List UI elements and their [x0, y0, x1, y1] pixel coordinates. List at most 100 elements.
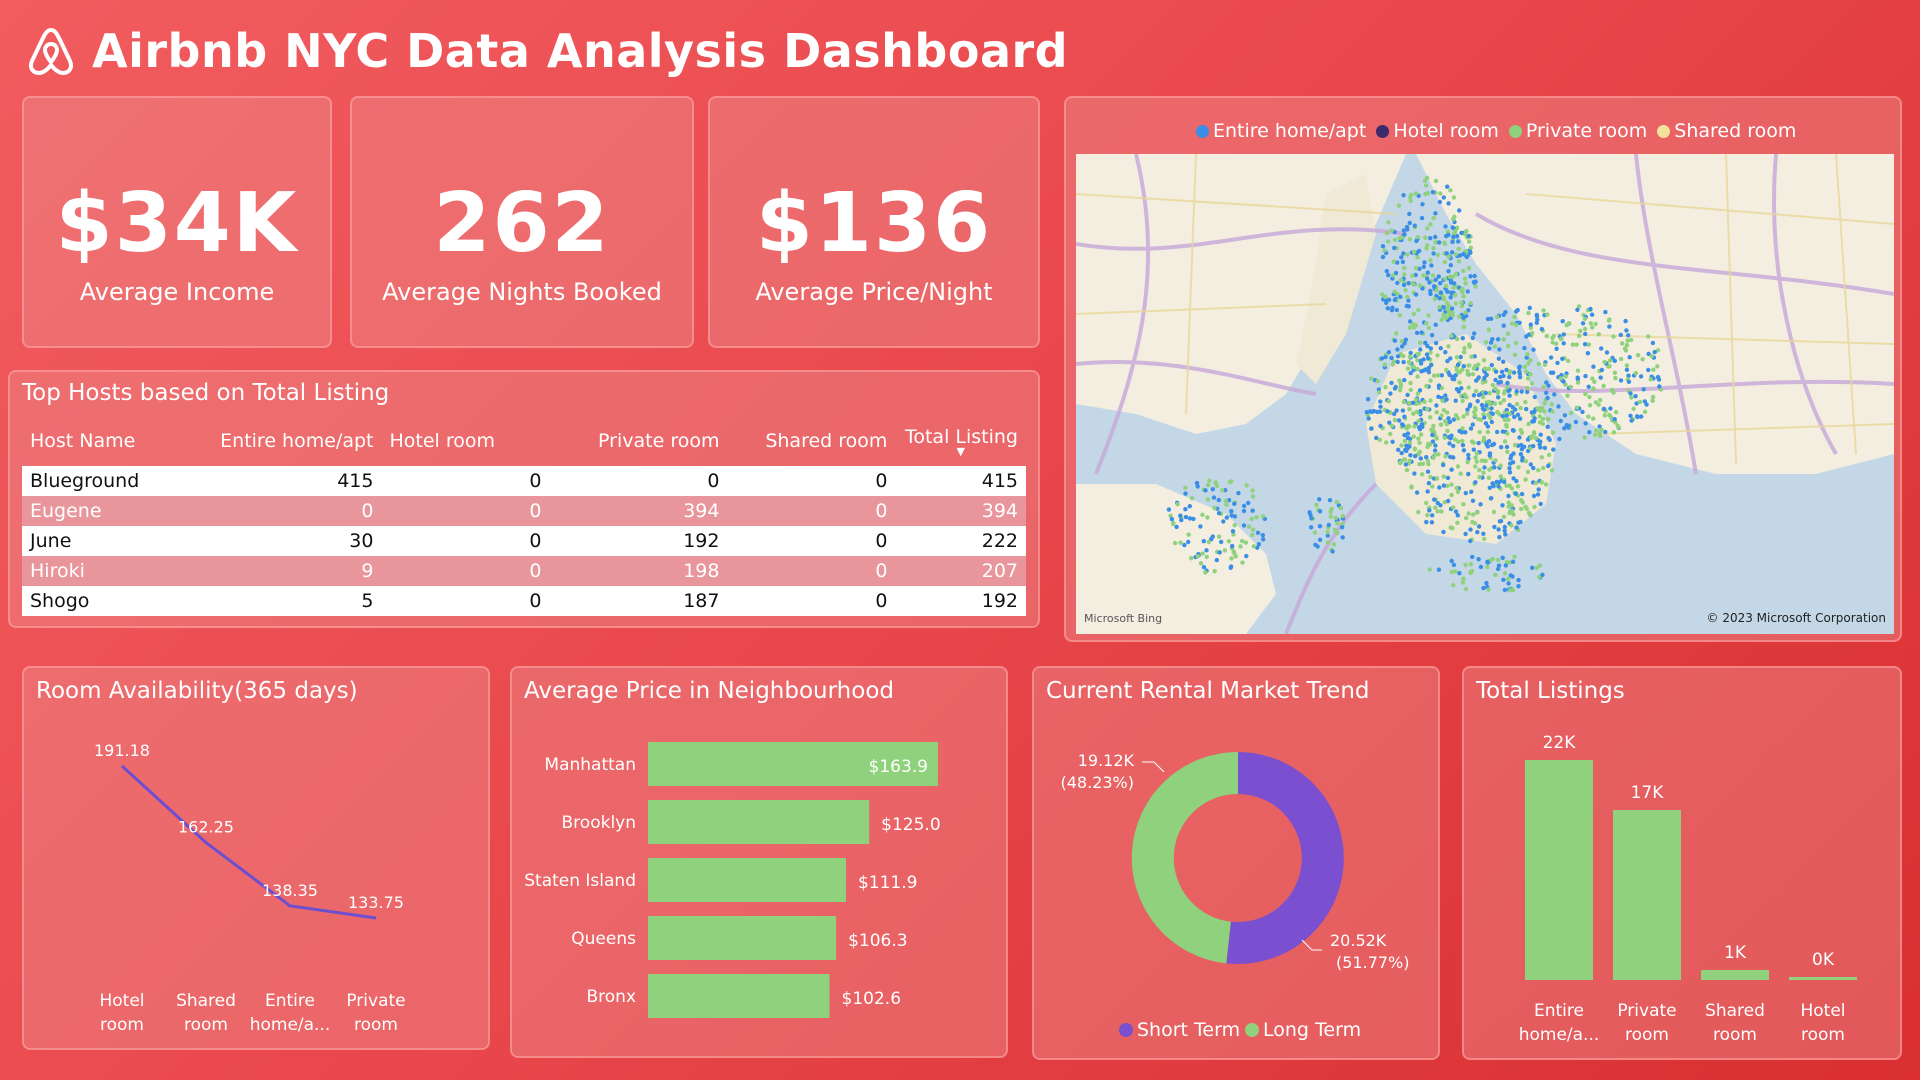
room-availability-card[interactable]: Room Availability(365 days) 191.18 Hotel r… — [22, 666, 490, 1050]
listing-point — [1433, 234, 1438, 240]
listing-point — [1222, 548, 1228, 553]
listing-point — [1451, 455, 1456, 460]
total-listings-chart[interactable]: 22K Entire home/a... 17K Private room 1K Shared… — [1464, 668, 1904, 1062]
listing-point — [1465, 459, 1470, 465]
listing-point — [1492, 465, 1497, 470]
listing-point — [1394, 307, 1399, 313]
listing-point — [1240, 538, 1245, 544]
column-header-sorted[interactable]: Total Listing ▼ — [895, 412, 1026, 466]
listing-point — [1590, 376, 1595, 381]
listing-point — [1317, 524, 1323, 529]
legend-item[interactable]: Shared room — [1657, 120, 1796, 142]
listing-point — [1411, 364, 1416, 370]
table-cell: 0 — [381, 466, 550, 496]
listing-point — [1556, 404, 1561, 409]
rental-trend-chart[interactable]: 20.52K (51.77%) 19.12K (48.23%) Short Term Lo… — [1034, 668, 1442, 1062]
kpi-label: Average Income — [79, 278, 275, 306]
listing-point — [1390, 439, 1395, 444]
top-hosts-table[interactable]: Host Name Entire home/apt Hotel room Pri… — [22, 412, 1026, 616]
sort-descending-icon[interactable]: ▼ — [956, 445, 965, 458]
legend-item[interactable]: Entire home/apt — [1196, 120, 1366, 142]
avg-price-card[interactable]: Average Price in Neighbourhood Manhattan… — [510, 666, 1008, 1058]
listing-point — [1457, 380, 1462, 385]
column-header[interactable]: Entire home/apt — [220, 430, 374, 452]
listing-point — [1498, 374, 1503, 380]
listing-point — [1431, 246, 1436, 251]
listing-point — [1369, 376, 1374, 381]
listing-point — [1232, 501, 1237, 506]
column-header[interactable]: Host Name — [30, 430, 136, 452]
listing-point — [1455, 489, 1461, 495]
listing-point — [1486, 587, 1491, 592]
listing-point — [1425, 243, 1430, 248]
listing-point — [1468, 426, 1474, 431]
listing-point — [1441, 529, 1446, 535]
listing-point — [1500, 503, 1505, 508]
table-cell: 0 — [727, 586, 896, 616]
listing-point — [1365, 397, 1371, 402]
listing-point — [1394, 331, 1399, 336]
table-row[interactable]: Eugene 0 0 394 0 394 — [22, 496, 1026, 526]
listing-point — [1392, 338, 1398, 343]
listing-point — [1390, 362, 1395, 367]
legend-item[interactable]: Hotel room — [1376, 120, 1499, 142]
listing-point — [1402, 438, 1408, 444]
listing-point — [1459, 230, 1464, 236]
listing-point — [1546, 416, 1551, 422]
listing-point — [1308, 525, 1314, 530]
listing-point — [1183, 514, 1189, 520]
listing-point — [1524, 355, 1529, 360]
listing-point — [1375, 378, 1380, 384]
listing-point — [1580, 321, 1586, 326]
kpi-card-average-nights[interactable]: 262 Average Nights Booked — [350, 96, 694, 348]
table-row[interactable]: Shogo 5 0 187 0 192 — [22, 586, 1026, 616]
avg-price-chart[interactable]: Manhattan $163.9 Brooklyn $125.0 Staten Isla… — [512, 668, 1010, 1060]
host-name-cell: Eugene — [22, 496, 211, 526]
listing-point — [1431, 284, 1437, 289]
table-row[interactable]: June 30 0 192 0 222 — [22, 526, 1026, 556]
listing-point — [1505, 380, 1510, 386]
column-header[interactable]: Shared room — [765, 430, 888, 452]
table-row[interactable]: Blueground 415 0 0 0 415 — [22, 466, 1026, 496]
listing-point — [1487, 451, 1493, 456]
listing-point — [1429, 263, 1434, 268]
listing-point — [1606, 318, 1612, 323]
column-header[interactable]: Private room — [598, 430, 720, 452]
kpi-card-average-price[interactable]: $136 Average Price/Night — [708, 96, 1040, 348]
legend-item[interactable]: Private room — [1508, 120, 1647, 142]
total-listings-card[interactable]: Total Listings 22K Entire home/a... 17K Priv… — [1462, 666, 1902, 1060]
rental-trend-card[interactable]: Current Rental Market Trend 20.52K (51.77… — [1032, 666, 1440, 1060]
table-cell: 9 — [210, 556, 382, 586]
listing-point — [1389, 308, 1395, 313]
data-label: $102.6 — [842, 989, 901, 1009]
listing-point — [1516, 584, 1521, 589]
listing-point — [1625, 338, 1630, 343]
listing-point — [1651, 367, 1656, 372]
listing-point — [1487, 390, 1492, 396]
map-basemap[interactable]: Microsoft Bing © 2023 Microsoft Corporat… — [1076, 154, 1894, 634]
listing-point — [1531, 443, 1536, 449]
listing-point — [1433, 340, 1439, 346]
listing-point — [1526, 421, 1531, 427]
listing-point — [1413, 266, 1419, 271]
listing-point — [1436, 567, 1442, 572]
listing-point — [1397, 388, 1403, 393]
column-header[interactable]: Hotel room — [389, 430, 496, 452]
map-card[interactable]: Entire home/apt Hotel room Private room Sha… — [1064, 96, 1902, 642]
room-availability-chart[interactable]: 191.18 Hotel room 162.25 Shared room 138.35 Ent… — [24, 668, 492, 1052]
data-label: 17K — [1631, 783, 1665, 803]
listing-point — [1412, 223, 1417, 228]
listing-point — [1428, 288, 1433, 294]
table-row[interactable]: Hiroki 9 0 198 0 207 — [22, 556, 1026, 586]
listing-point — [1475, 510, 1480, 515]
listing-point — [1532, 416, 1537, 421]
listing-point — [1558, 336, 1564, 342]
listing-point — [1655, 348, 1661, 353]
listing-point — [1392, 297, 1397, 303]
listing-point — [1450, 313, 1455, 318]
listing-point — [1430, 439, 1436, 444]
listing-point — [1485, 564, 1490, 570]
top-hosts-card[interactable]: Top Hosts based on Total Listing Host Na… — [8, 370, 1040, 628]
kpi-card-average-income[interactable]: $34K Average Income — [22, 96, 332, 348]
listing-map[interactable]: Microsoft Bing © 2023 Microsoft Corporat… — [1076, 154, 1894, 634]
